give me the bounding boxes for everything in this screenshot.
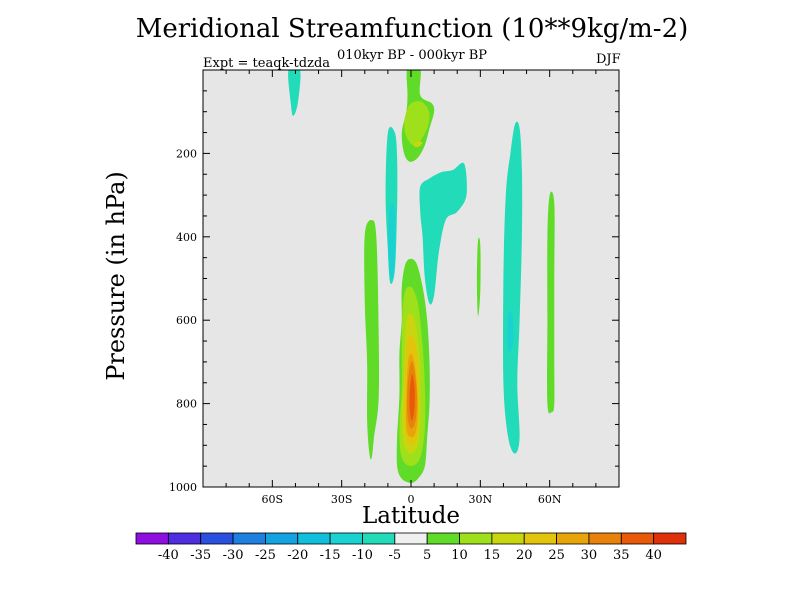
x-tick-label: 0 (408, 493, 415, 506)
contour-16-northern-midlatitude-band (503, 121, 523, 454)
colorbar-swatch (232, 532, 266, 545)
colorbar-label: -5 (388, 548, 401, 563)
contour-15-30N-sliver (476, 237, 481, 317)
colorbar-label: 5 (423, 548, 431, 563)
colorbar-swatch (459, 532, 493, 545)
colorbar-swatch (265, 532, 299, 545)
contour-3-upper-tropical-max (413, 140, 423, 148)
colorbar-label: 15 (484, 548, 501, 563)
contour-14-lower-tropical-max (409, 374, 415, 421)
contour-7-northern-tropical-cell (419, 162, 467, 305)
colorbar-label: -25 (255, 548, 276, 563)
colorbar-swatch (200, 532, 234, 545)
colorbar-label: -40 (158, 548, 179, 563)
contour-6-southern-flank (364, 220, 380, 460)
x-tick-label: 60N (538, 493, 562, 506)
x-tick-label: 30S (331, 493, 353, 506)
colorbar-label: 35 (613, 548, 630, 563)
colorbar-label: 30 (581, 548, 598, 563)
colorbar-label: -30 (223, 548, 244, 563)
colorbar-swatch (523, 532, 557, 545)
colorbar-swatch (653, 532, 687, 545)
colorbar-swatch (329, 532, 363, 545)
colorbar-swatch (620, 532, 655, 545)
colorbar-swatch (426, 532, 460, 545)
contour-layer (288, 70, 555, 483)
contour-5-southern-tropical-core (387, 203, 396, 280)
colorbar-swatch (297, 532, 331, 545)
colorbar-swatch (362, 532, 396, 545)
colorbar-swatch (135, 532, 169, 545)
chart-subtitle: 010kyr BP - 000kyr BP (336, 48, 488, 63)
season-label: DJF (596, 52, 621, 67)
colorbar-label: -20 (287, 548, 308, 563)
axis-ticks: 60S 30S 0 30N 60N 200 400 600 800 1000 (169, 70, 619, 506)
chart-title: Meridional Streamfunction (10**9kg/m-2) (135, 14, 689, 44)
colorbar-label: 10 (451, 548, 468, 563)
colorbar-swatch (556, 532, 590, 545)
colorbar-swatch (394, 532, 428, 545)
y-tick-label: 600 (176, 314, 197, 327)
y-tick-label: 200 (176, 147, 197, 160)
contour-17-northern-midlatitude-core (507, 312, 514, 352)
colorbar-swatch (167, 532, 202, 545)
x-tick-label: 60S (262, 493, 284, 506)
contour-18-northern-high-latitude-band (547, 191, 555, 414)
y-tick-label: 400 (176, 231, 197, 244)
colorbar-label: -10 (352, 548, 373, 563)
colorbar-label: 40 (645, 548, 662, 563)
x-axis-label: Latitude (362, 503, 460, 529)
contour-2-upper-tropical-core (404, 101, 430, 146)
colorbar-label: 20 (516, 548, 533, 563)
experiment-label: Expt = teaqk-tdzda (203, 56, 331, 71)
colorbar: -40 -35 -30 -25 -20 -15 -10 -5 5 10 15 20 25 30 35 40 (135, 532, 687, 563)
colorbar-swatch (491, 532, 525, 545)
colorbar-label: -35 (190, 548, 211, 563)
y-tick-label: 800 (176, 398, 197, 411)
colorbar-swatch (588, 532, 622, 545)
colorbar-label: 25 (548, 548, 565, 563)
contour-0-upper-polar-cell (288, 70, 301, 116)
y-tick-label: 1000 (169, 481, 197, 494)
colorbar-label: -15 (320, 548, 341, 563)
x-tick-label: 30N (469, 493, 493, 506)
